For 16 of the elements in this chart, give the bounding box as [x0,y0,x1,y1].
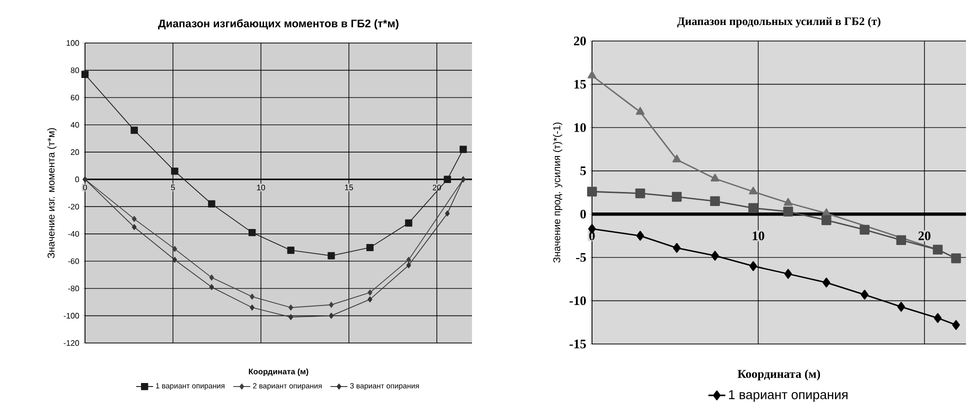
legend-label: 1 вариант опирания [729,390,848,402]
chart-title: Диапазон продольных усилий в ГБ2 (т) [677,17,880,28]
y-tick-label: 20 [574,36,586,46]
x-axis-title: Координата (м) [738,370,820,380]
y-tick-label: 10 [574,123,586,132]
y-tick-label: -15 [570,340,586,348]
y-axis-title: Значение прод. усилия (т)*(-1) [552,122,562,263]
y-tick-label: 0 [580,210,586,219]
x-tick-label: 20 [918,231,930,240]
x-tick-label: 10 [752,231,764,240]
y-axis-title: Значение изг. момента (т*м) [47,128,57,258]
y-tick-label: 15 [574,80,586,89]
y-tick-label: 5 [580,166,586,176]
y-tick-label: -5 [576,253,586,262]
y-tick-label: -10 [570,296,586,306]
chart-title: Диапазон изгибающих моментов в ГБ2 (т*м) [158,19,398,30]
